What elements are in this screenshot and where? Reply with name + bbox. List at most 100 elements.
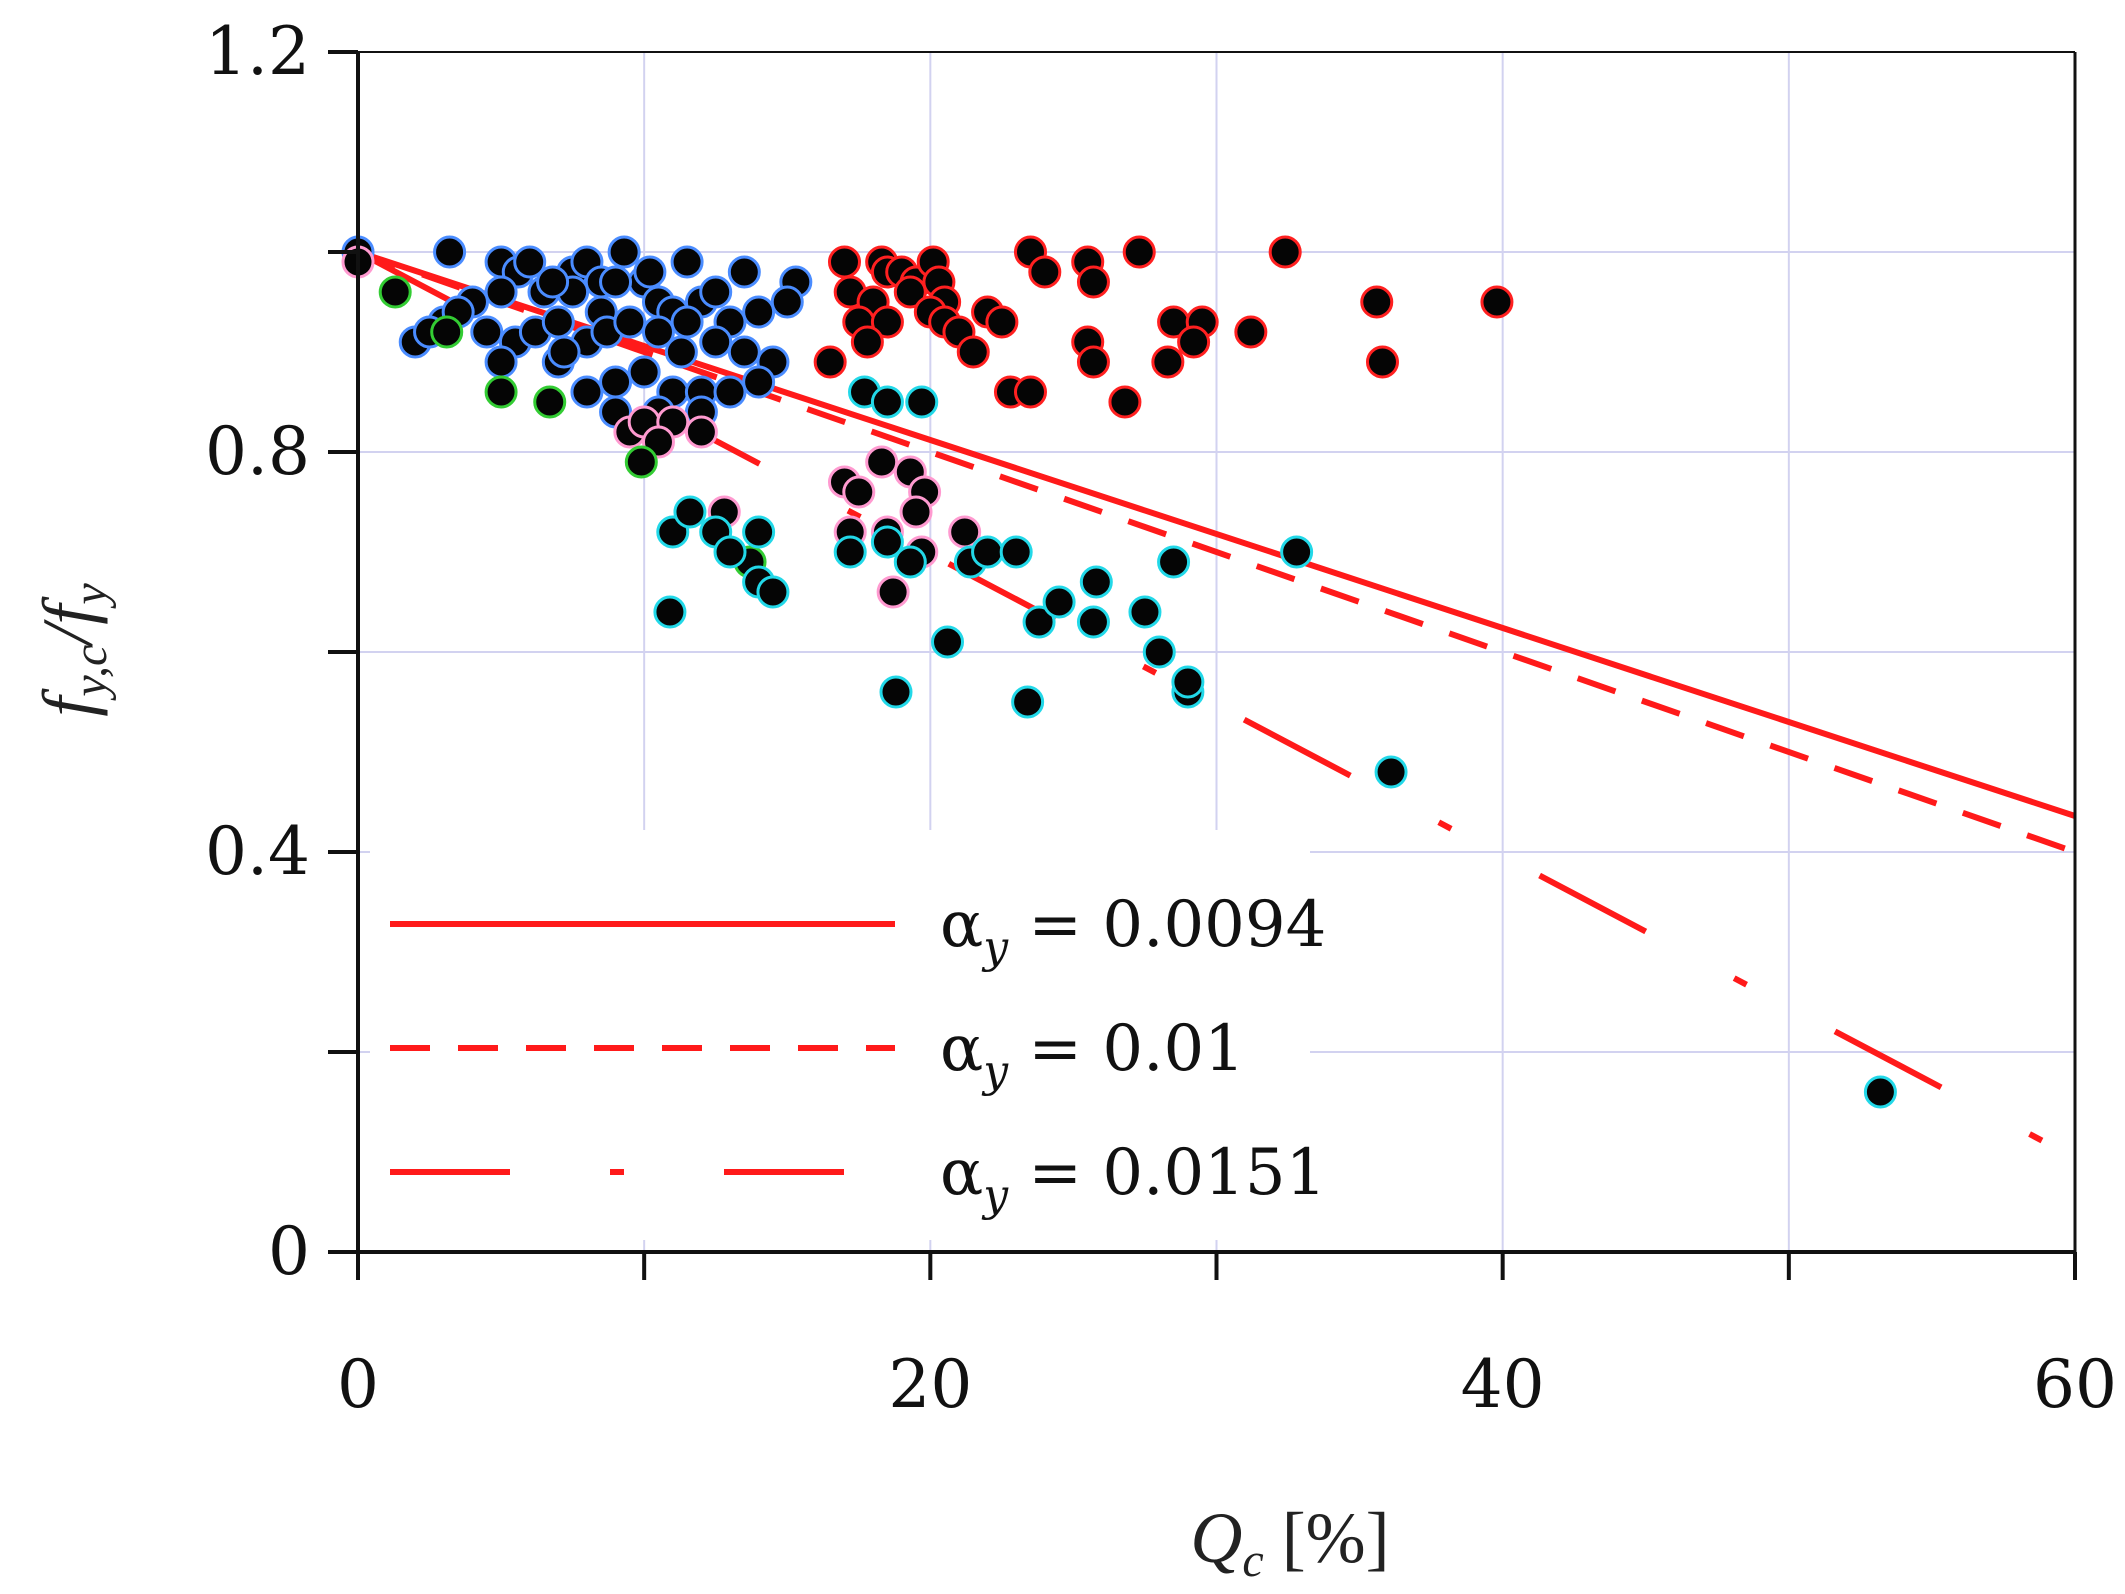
x-tick-label: 20 bbox=[888, 1346, 972, 1423]
point-blue-edged bbox=[599, 365, 633, 399]
point-blue-edged bbox=[470, 315, 504, 349]
point-blue-edged bbox=[664, 335, 698, 369]
point-blue-edged bbox=[570, 375, 604, 409]
point-red-edged bbox=[827, 245, 861, 279]
point-red-edged bbox=[1234, 315, 1268, 349]
point-green-edged bbox=[533, 385, 567, 419]
point-cyan-edged bbox=[1374, 755, 1408, 789]
point-blue-edged bbox=[770, 285, 804, 319]
point-blue-edged bbox=[484, 275, 518, 309]
point-red-edged bbox=[1151, 345, 1185, 379]
point-pink-edged bbox=[684, 415, 718, 449]
point-blue-edged bbox=[742, 365, 776, 399]
point-blue-edged bbox=[599, 265, 633, 299]
point-cyan-edged bbox=[1011, 685, 1045, 719]
point-red-edged bbox=[813, 345, 847, 379]
legend: αy = 0.0094 αy = 0.01 αy = 0.0151 bbox=[370, 830, 1326, 1240]
point-cyan-edged bbox=[653, 595, 687, 629]
point-cyan-edged bbox=[905, 385, 939, 419]
point-cyan-edged bbox=[1042, 585, 1076, 619]
x-tick-label: 0 bbox=[337, 1346, 379, 1423]
point-red-edged bbox=[1076, 265, 1110, 299]
data-points bbox=[341, 235, 1897, 1109]
point-red-edged bbox=[1360, 285, 1394, 319]
point-red-edged bbox=[985, 305, 1019, 339]
legend-label-3: = 0.0151 bbox=[1008, 1136, 1326, 1210]
point-blue-edged bbox=[699, 325, 733, 359]
point-cyan-edged bbox=[893, 545, 927, 579]
point-red-edged bbox=[1108, 385, 1142, 419]
x-axis-label: Qc [%] bbox=[1190, 1498, 1389, 1587]
point-pink-edged bbox=[899, 495, 933, 529]
y-axis-label: fy,c/fy bbox=[28, 583, 117, 717]
point-cyan-edged bbox=[756, 575, 790, 609]
point-blue-edged bbox=[484, 345, 518, 379]
point-blue-edged bbox=[727, 255, 761, 289]
fit-lines bbox=[356, 249, 2077, 1161]
point-red-edged bbox=[1480, 285, 1514, 319]
point-cyan-edged bbox=[1022, 605, 1056, 639]
legend-label-2: = 0.01 bbox=[1008, 1012, 1245, 1086]
point-blue-edged bbox=[670, 305, 704, 339]
point-cyan-edged bbox=[1280, 535, 1314, 569]
point-cyan-edged bbox=[870, 525, 904, 559]
point-pink-edged bbox=[842, 475, 876, 509]
axes: 0 20 40 60 0 0.4 0.8 1.2 bbox=[205, 13, 2117, 1423]
point-blue-edged bbox=[607, 235, 641, 269]
point-cyan-edged bbox=[673, 495, 707, 529]
point-cyan-edged bbox=[1863, 1075, 1897, 1109]
point-blue-edged bbox=[713, 375, 747, 409]
point-red-edged bbox=[1268, 235, 1302, 269]
svg-text:αy = 0.0151: αy = 0.0151 bbox=[940, 1136, 1326, 1221]
point-cyan-edged bbox=[999, 535, 1033, 569]
fit-line-1 bbox=[357, 249, 2076, 819]
point-cyan-edged bbox=[1157, 545, 1191, 579]
point-green-edged bbox=[430, 315, 464, 349]
point-cyan-edged bbox=[870, 385, 904, 419]
point-cyan-edged bbox=[1128, 595, 1162, 629]
legend-entry-2: αy = 0.01 bbox=[390, 1012, 1245, 1097]
legend-alpha-sub: y bbox=[981, 922, 1009, 973]
point-cyan-edged bbox=[1079, 565, 1113, 599]
point-blue-edged bbox=[670, 245, 704, 279]
point-cyan-edged bbox=[713, 535, 747, 569]
point-blue-edged bbox=[699, 275, 733, 309]
y-tick-label: 0 bbox=[268, 1213, 310, 1290]
legend-alpha: α bbox=[940, 1012, 983, 1086]
point-blue-edged bbox=[536, 265, 570, 299]
legend-alpha-sub: y bbox=[981, 1170, 1009, 1221]
point-blue-edged bbox=[727, 335, 761, 369]
point-red-edged bbox=[1365, 345, 1399, 379]
fit-line-2 bbox=[357, 249, 2076, 855]
legend-entry-1: αy = 0.0094 bbox=[390, 888, 1326, 973]
y-tick-label: 1.2 bbox=[205, 13, 310, 90]
point-cyan-edged bbox=[1171, 665, 1205, 699]
point-red-edged bbox=[870, 305, 904, 339]
point-red-edged bbox=[1028, 255, 1062, 289]
point-blue-edged bbox=[547, 335, 581, 369]
point-red-edged bbox=[1076, 345, 1110, 379]
point-blue-edged bbox=[633, 255, 667, 289]
point-green-edged bbox=[624, 445, 658, 479]
point-red-edged bbox=[1013, 375, 1047, 409]
point-green-edged bbox=[484, 375, 518, 409]
legend-alpha: α bbox=[940, 1136, 983, 1210]
point-cyan-edged bbox=[833, 535, 867, 569]
point-red-edged bbox=[893, 275, 927, 309]
point-pink-edged bbox=[865, 445, 899, 479]
point-red-edged bbox=[1122, 235, 1156, 269]
svg-text:αy = 0.01: αy = 0.01 bbox=[940, 1012, 1245, 1097]
point-red-edged bbox=[1177, 325, 1211, 359]
point-cyan-edged bbox=[1076, 605, 1110, 639]
point-blue-edged bbox=[541, 305, 575, 339]
point-cyan-edged bbox=[1142, 635, 1176, 669]
point-red-edged bbox=[956, 335, 990, 369]
point-blue-edged bbox=[742, 295, 776, 329]
x-tick-label: 60 bbox=[2033, 1346, 2117, 1423]
point-pink-edged bbox=[876, 575, 910, 609]
legend-entry-3: αy = 0.0151 bbox=[390, 1136, 1326, 1221]
y-tick-label: 0.4 bbox=[205, 813, 310, 890]
point-blue-edged bbox=[613, 305, 647, 339]
legend-label-1: = 0.0094 bbox=[1008, 888, 1326, 962]
